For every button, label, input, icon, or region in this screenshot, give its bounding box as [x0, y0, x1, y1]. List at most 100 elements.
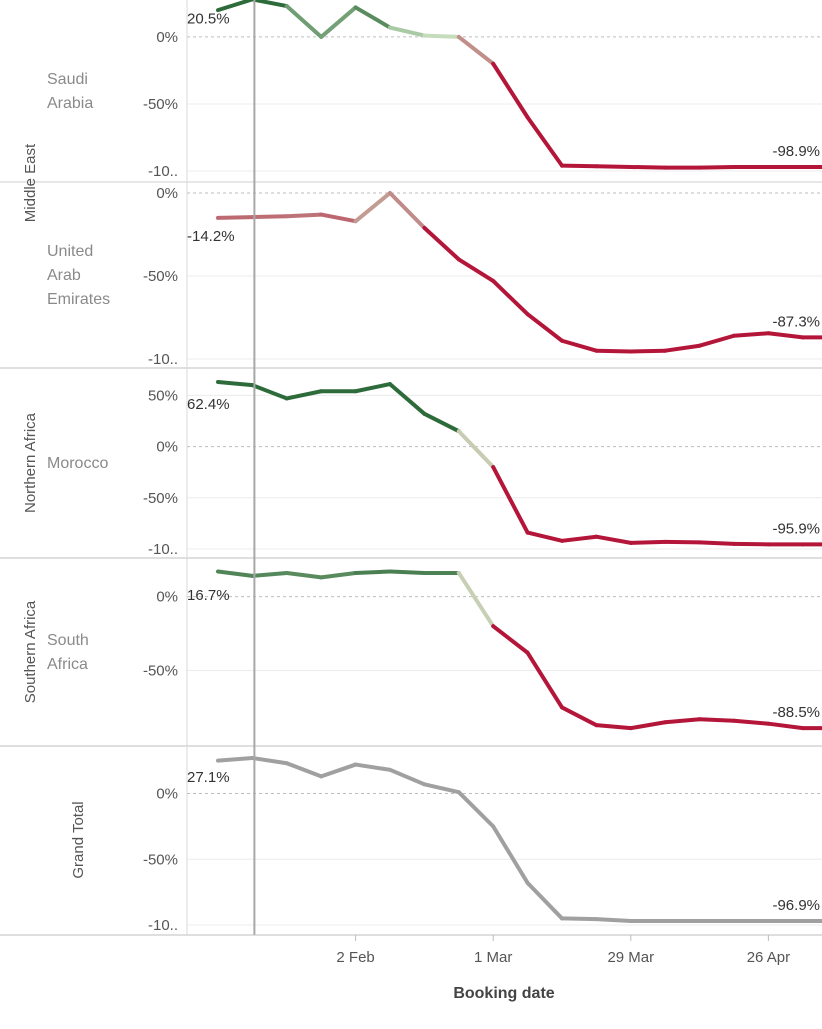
line-segment: [528, 533, 562, 541]
line-segment: [493, 64, 527, 118]
y-tick-label: 0%: [156, 439, 178, 456]
start-value-label: 16.7%: [187, 587, 230, 604]
line-segment: [321, 765, 355, 777]
y-tick-label: -50%: [143, 268, 178, 285]
y-tick-label: 50%: [148, 387, 178, 404]
group-label-northern-africa: Northern Africa: [22, 412, 39, 513]
series-line: [218, 571, 822, 728]
y-tick-label: -50%: [143, 662, 178, 679]
line-segment: [459, 259, 493, 281]
line-segment: [424, 36, 458, 37]
line-segment: [665, 346, 699, 351]
line-segment: [390, 384, 424, 414]
line-segment: [700, 719, 734, 720]
line-segment: [252, 573, 286, 576]
line-segment: [528, 883, 562, 919]
line-segment: [562, 341, 596, 351]
line-segment: [493, 281, 527, 314]
group-label-southern-africa: Southern Africa: [22, 600, 39, 703]
line-segment: [528, 653, 562, 708]
x-axis-title: Booking date: [453, 985, 554, 1002]
start-value-label: 27.1%: [187, 769, 230, 786]
group-label-grand-total: Grand Total: [70, 801, 87, 878]
row-label-line: Morocco: [47, 455, 108, 472]
series-line: [218, 193, 822, 352]
line-segment: [493, 467, 527, 533]
line-segment: [562, 537, 596, 541]
line-segment: [459, 37, 493, 64]
line-segment: [287, 763, 321, 776]
line-segment: [356, 765, 390, 770]
x-tick-label: 29 Mar: [607, 949, 654, 966]
panel-grand-total: 0%-50%-10..27.1%-96.9%: [0, 758, 822, 935]
line-segment: [459, 431, 493, 467]
start-value-label: 62.4%: [187, 396, 230, 413]
y-tick-label: -50%: [143, 96, 178, 113]
line-segment: [356, 7, 390, 27]
y-tick-label: 0%: [156, 185, 178, 202]
series-line: [218, 758, 822, 921]
line-segment: [287, 391, 321, 398]
line-segment: [390, 770, 424, 784]
end-value-label: -88.5%: [772, 704, 820, 721]
line-segment: [252, 0, 286, 6]
line-segment: [287, 215, 321, 217]
line-segment: [734, 544, 768, 545]
line-segment: [596, 166, 630, 167]
line-segment: [700, 336, 734, 346]
y-tick-label: 0%: [156, 29, 178, 46]
line-segment: [218, 758, 252, 761]
line-segment: [287, 6, 321, 37]
end-value-label: -95.9%: [772, 520, 820, 537]
line-segment: [252, 216, 286, 217]
line-segment: [665, 542, 699, 543]
line-segment: [596, 537, 630, 543]
line-segment: [562, 918, 596, 919]
row-label-line: United: [47, 243, 93, 260]
y-tick-label: -10..: [148, 351, 178, 368]
line-segment: [252, 758, 286, 763]
x-tick-label: 1 Mar: [474, 949, 512, 966]
line-segment: [528, 314, 562, 341]
line-segment: [562, 166, 596, 167]
line-segment: [356, 193, 390, 221]
end-value-label: -98.9%: [772, 143, 820, 160]
line-segment: [493, 826, 527, 883]
group-label-middle-east: Middle East: [22, 143, 39, 222]
line-segment: [287, 573, 321, 577]
line-segment: [390, 28, 424, 36]
line-segment: [424, 228, 458, 260]
line-segment: [734, 333, 768, 335]
line-segment: [768, 333, 802, 337]
line-segment: [321, 7, 355, 36]
line-segment: [321, 215, 355, 222]
line-segment: [459, 792, 493, 826]
line-segment: [356, 571, 390, 572]
end-value-label: -87.3%: [772, 313, 820, 330]
line-segment: [218, 0, 252, 10]
x-tick-label: 2 Feb: [336, 949, 374, 966]
row-label-line: Africa: [47, 656, 88, 673]
line-segment: [768, 724, 802, 728]
row-label-line: Saudi: [47, 71, 88, 88]
start-value-label: -14.2%: [187, 228, 235, 245]
line-segment: [631, 167, 665, 168]
line-segment: [596, 351, 630, 352]
line-segment: [631, 542, 665, 543]
row-label: Morocco: [47, 455, 108, 472]
line-segment: [528, 117, 562, 165]
line-segment: [734, 721, 768, 724]
y-tick-label: -10..: [148, 917, 178, 934]
line-segment: [596, 725, 630, 728]
line-segment: [700, 542, 734, 544]
line-segment: [390, 193, 424, 228]
start-value-label: 20.5%: [187, 10, 230, 27]
line-segment: [321, 573, 355, 577]
